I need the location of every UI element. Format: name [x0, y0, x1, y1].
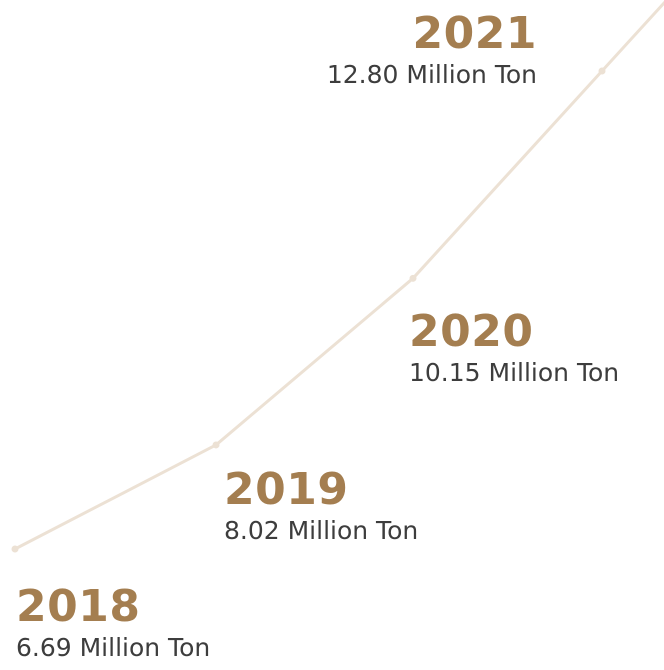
data-label-2019: 2019 8.02 Million Ton [224, 464, 419, 545]
data-label-2020: 2020 10.15 Million Ton [409, 306, 620, 387]
year-label-2018: 2018 [16, 581, 141, 632]
data-point-2021 [598, 67, 606, 75]
year-label-2019: 2019 [224, 464, 349, 515]
data-label-2021: 2021 12.80 Million Ton [326, 8, 537, 89]
value-label-2019: 8.02 Million Ton [224, 516, 419, 545]
data-point-2020 [409, 274, 417, 282]
value-label-2021: 12.80 Million Ton [326, 60, 537, 89]
data-label-2018: 2018 6.69 Million Ton [16, 581, 211, 662]
year-label-2021: 2021 [412, 8, 537, 59]
data-point-2019 [212, 441, 220, 449]
data-points [11, 67, 606, 553]
value-label-2020: 10.15 Million Ton [409, 358, 620, 387]
data-point-2018 [11, 545, 19, 553]
year-label-2020: 2020 [409, 306, 534, 357]
value-label-2018: 6.69 Million Ton [16, 633, 211, 662]
